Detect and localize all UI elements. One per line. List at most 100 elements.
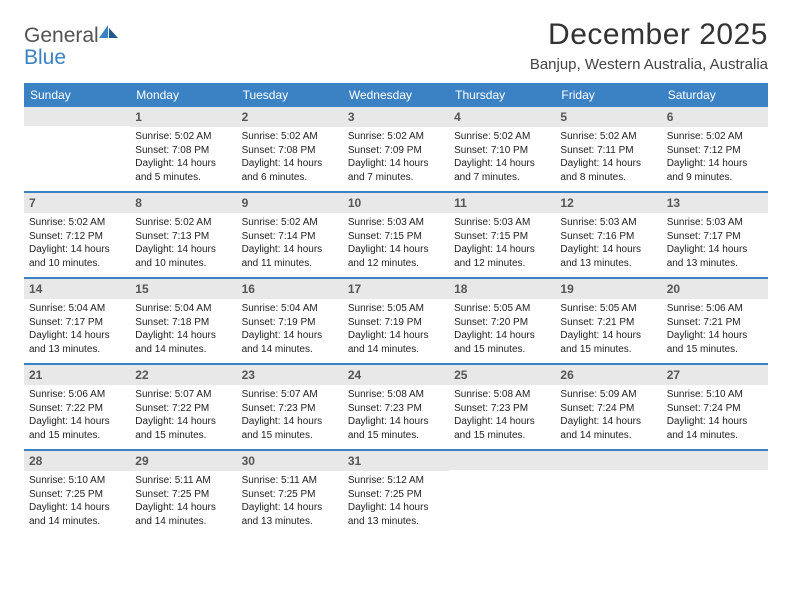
sunset-text: Sunset: 7:25 PM bbox=[29, 488, 125, 502]
day-number: 19 bbox=[555, 279, 661, 299]
day-number bbox=[555, 451, 661, 470]
daylight-text: Daylight: 14 hours and 14 minutes. bbox=[135, 329, 231, 356]
calendar-cell: 20Sunrise: 5:06 AMSunset: 7:21 PMDayligh… bbox=[662, 279, 768, 363]
day-number: 24 bbox=[343, 365, 449, 385]
sunset-text: Sunset: 7:25 PM bbox=[242, 488, 338, 502]
day-number: 4 bbox=[449, 107, 555, 127]
daylight-text: Daylight: 14 hours and 15 minutes. bbox=[348, 415, 444, 442]
calendar-cell: 15Sunrise: 5:04 AMSunset: 7:18 PMDayligh… bbox=[130, 279, 236, 363]
calendar-week-row: 21Sunrise: 5:06 AMSunset: 7:22 PMDayligh… bbox=[24, 365, 768, 451]
sunset-text: Sunset: 7:12 PM bbox=[667, 144, 763, 158]
brand-sail-icon bbox=[99, 25, 119, 39]
daylight-text: Daylight: 14 hours and 15 minutes. bbox=[454, 329, 550, 356]
sunset-text: Sunset: 7:10 PM bbox=[454, 144, 550, 158]
sunset-text: Sunset: 7:25 PM bbox=[135, 488, 231, 502]
daylight-text: Daylight: 14 hours and 15 minutes. bbox=[29, 415, 125, 442]
title-month: December 2025 bbox=[530, 18, 768, 52]
day-number: 18 bbox=[449, 279, 555, 299]
calendar: SundayMondayTuesdayWednesdayThursdayFrid… bbox=[24, 83, 768, 535]
header: General December 2025 Banjup, Western Au… bbox=[24, 18, 768, 73]
calendar-cell: 22Sunrise: 5:07 AMSunset: 7:22 PMDayligh… bbox=[130, 365, 236, 449]
daylight-text: Daylight: 14 hours and 13 minutes. bbox=[242, 501, 338, 528]
brand-word1: General bbox=[24, 24, 99, 48]
daylight-text: Daylight: 14 hours and 10 minutes. bbox=[135, 243, 231, 270]
calendar-cell: 12 Sunrise: 5:03 AMSunset: 7:16 PMDayligh… bbox=[555, 193, 661, 277]
sunrise-text: Sunrise: 5:05 AM bbox=[348, 302, 444, 316]
sunset-text: Sunset: 7:08 PM bbox=[135, 144, 231, 158]
sunset-text: Sunset: 7:22 PM bbox=[135, 402, 231, 416]
calendar-header-cell: Wednesday bbox=[343, 83, 449, 107]
calendar-cell: 25Sunrise: 5:08 AMSunset: 7:23 PMDayligh… bbox=[449, 365, 555, 449]
day-number bbox=[449, 451, 555, 470]
calendar-header-cell: Saturday bbox=[662, 83, 768, 107]
day-number: 20 bbox=[662, 279, 768, 299]
sunset-text: Sunset: 7:12 PM bbox=[29, 230, 125, 244]
day-number: 27 bbox=[662, 365, 768, 385]
daylight-text: Daylight: 14 hours and 14 minutes. bbox=[667, 415, 763, 442]
calendar-cell: 28 Sunrise: 5:10 AMSunset: 7:25 PMDayligh… bbox=[24, 451, 130, 535]
daylight-text: Daylight: 14 hours and 14 minutes. bbox=[560, 415, 656, 442]
calendar-cell: 7Sunrise: 5:02 AMSunset: 7:12 PMDaylight… bbox=[24, 193, 130, 277]
sunrise-text: Sunrise: 5:09 AM bbox=[560, 388, 656, 402]
sunset-text: Sunset: 7:23 PM bbox=[348, 402, 444, 416]
sunrise-text: Sunrise: 5:02 AM bbox=[348, 130, 444, 144]
calendar-cell-empty bbox=[555, 451, 661, 535]
sunrise-text: Sunrise: 5:04 AM bbox=[29, 302, 125, 316]
sunrise-text: Sunrise: 5:02 AM bbox=[454, 130, 550, 144]
calendar-cell: 17Sunrise: 5:05 AMSunset: 7:19 PMDayligh… bbox=[343, 279, 449, 363]
calendar-cell: 4 Sunrise: 5:02 AMSunset: 7:10 PMDaylight… bbox=[449, 107, 555, 191]
brand-word2: Blue bbox=[24, 46, 66, 69]
calendar-cell: 24Sunrise: 5:08 AMSunset: 7:23 PMDayligh… bbox=[343, 365, 449, 449]
day-number: 3 bbox=[343, 107, 449, 127]
sunset-text: Sunset: 7:23 PM bbox=[242, 402, 338, 416]
calendar-cell: 1Sunrise: 5:02 AMSunset: 7:08 PMDaylight… bbox=[130, 107, 236, 191]
brand-logo: General bbox=[24, 18, 121, 48]
daylight-text: Daylight: 14 hours and 11 minutes. bbox=[242, 243, 338, 270]
calendar-cell: 23Sunrise: 5:07 AMSunset: 7:23 PMDayligh… bbox=[237, 365, 343, 449]
day-number: 26 bbox=[555, 365, 661, 385]
sunset-text: Sunset: 7:23 PM bbox=[454, 402, 550, 416]
calendar-cell: 30Sunrise: 5:11 AMSunset: 7:25 PMDayligh… bbox=[237, 451, 343, 535]
day-number: 28 bbox=[24, 451, 130, 471]
title-block: December 2025 Banjup, Western Australia,… bbox=[530, 18, 768, 73]
sunrise-text: Sunrise: 5:10 AM bbox=[29, 474, 125, 488]
day-number bbox=[24, 107, 130, 126]
calendar-cell: 18Sunrise: 5:05 AMSunset: 7:20 PMDayligh… bbox=[449, 279, 555, 363]
sunrise-text: Sunrise: 5:02 AM bbox=[560, 130, 656, 144]
sunrise-text: Sunrise: 5:11 AM bbox=[135, 474, 231, 488]
calendar-cell-empty bbox=[24, 107, 130, 191]
calendar-cell: 13Sunrise: 5:03 AMSunset: 7:17 PMDayligh… bbox=[662, 193, 768, 277]
sunset-text: Sunset: 7:24 PM bbox=[667, 402, 763, 416]
calendar-header-cell: Tuesday bbox=[237, 83, 343, 107]
sunset-text: Sunset: 7:19 PM bbox=[242, 316, 338, 330]
sunrise-text: Sunrise: 5:08 AM bbox=[454, 388, 550, 402]
daylight-text: Daylight: 14 hours and 13 minutes. bbox=[560, 243, 656, 270]
day-number: 8 bbox=[130, 193, 236, 213]
day-number: 23 bbox=[237, 365, 343, 385]
sunrise-text: Sunrise: 5:07 AM bbox=[135, 388, 231, 402]
calendar-header-cell: Thursday bbox=[449, 83, 555, 107]
sunset-text: Sunset: 7:16 PM bbox=[560, 230, 656, 244]
daylight-text: Daylight: 14 hours and 5 minutes. bbox=[135, 157, 231, 184]
sunset-text: Sunset: 7:14 PM bbox=[242, 230, 338, 244]
sunrise-text: Sunrise: 5:05 AM bbox=[454, 302, 550, 316]
day-number: 10 bbox=[343, 193, 449, 213]
daylight-text: Daylight: 14 hours and 15 minutes. bbox=[135, 415, 231, 442]
calendar-cell: 16Sunrise: 5:04 AMSunset: 7:19 PMDayligh… bbox=[237, 279, 343, 363]
sunrise-text: Sunrise: 5:05 AM bbox=[560, 302, 656, 316]
daylight-text: Daylight: 14 hours and 13 minutes. bbox=[348, 501, 444, 528]
daylight-text: Daylight: 14 hours and 14 minutes. bbox=[29, 501, 125, 528]
sunrise-text: Sunrise: 5:10 AM bbox=[667, 388, 763, 402]
sunset-text: Sunset: 7:13 PM bbox=[135, 230, 231, 244]
sunrise-text: Sunrise: 5:03 AM bbox=[560, 216, 656, 230]
daylight-text: Daylight: 14 hours and 7 minutes. bbox=[454, 157, 550, 184]
calendar-cell: 9Sunrise: 5:02 AMSunset: 7:14 PMDaylight… bbox=[237, 193, 343, 277]
calendar-week-row: 14Sunrise: 5:04 AMSunset: 7:17 PMDayligh… bbox=[24, 279, 768, 365]
calendar-cell: 2Sunrise: 5:02 AMSunset: 7:08 PMDaylight… bbox=[237, 107, 343, 191]
calendar-cell-empty bbox=[662, 451, 768, 535]
day-number: 12 bbox=[555, 193, 661, 213]
sunrise-text: Sunrise: 5:06 AM bbox=[29, 388, 125, 402]
calendar-cell-empty bbox=[449, 451, 555, 535]
day-number: 30 bbox=[237, 451, 343, 471]
day-number: 9 bbox=[237, 193, 343, 213]
